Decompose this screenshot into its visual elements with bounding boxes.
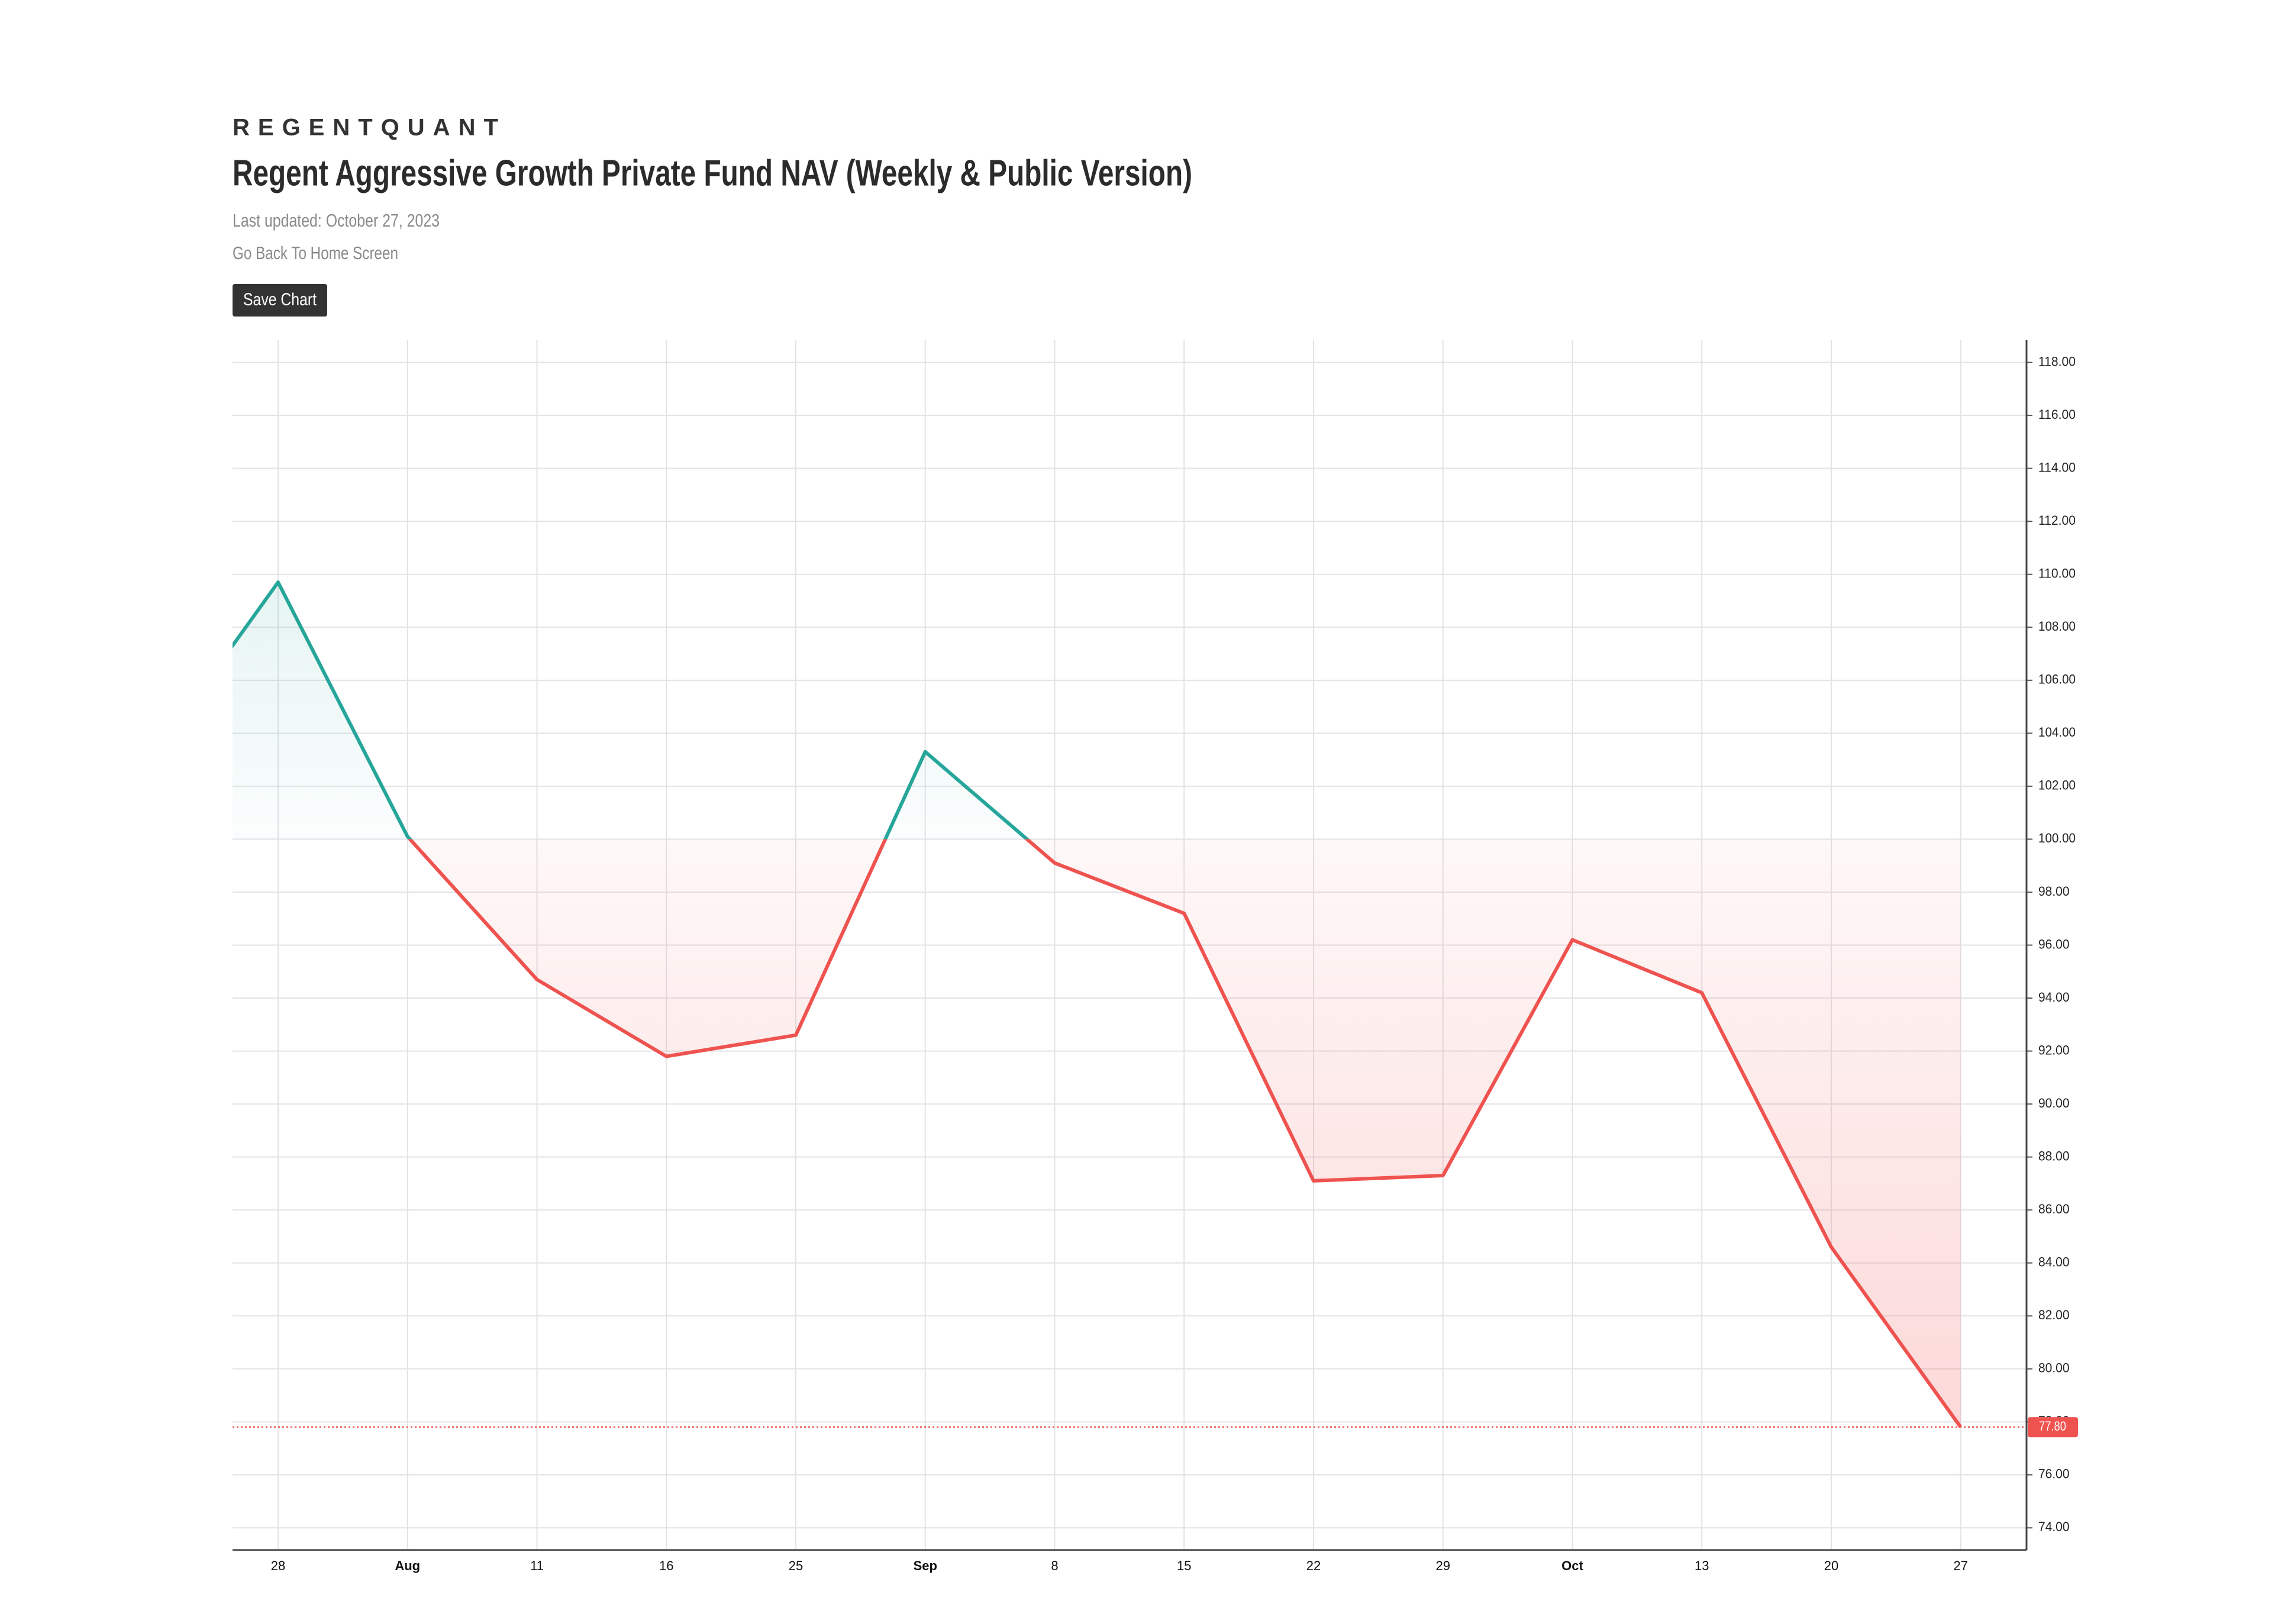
y-tick-label: 90.00 — [2038, 1096, 2070, 1110]
y-tick-label: 102.00 — [2038, 778, 2076, 793]
y-tick-label: 114.00 — [2038, 460, 2076, 474]
y-tick-label: 76.00 — [2038, 1467, 2070, 1481]
x-tick-label: 22 — [1306, 1558, 1321, 1573]
y-tick-label: 104.00 — [2038, 725, 2076, 740]
x-tick-label: 8 — [1051, 1558, 1058, 1573]
x-tick-label: 27 — [1954, 1558, 1968, 1573]
area-down — [233, 839, 1961, 1428]
x-tick-label: 28 — [271, 1558, 285, 1573]
x-tick-label: Oct — [1561, 1558, 1583, 1573]
y-tick-label: 80.00 — [2038, 1361, 2070, 1376]
y-tick-label: 94.00 — [2038, 990, 2070, 1005]
y-tick-label: 74.00 — [2038, 1519, 2070, 1534]
chart: 74.0076.0078.0080.0082.0084.0086.0088.00… — [233, 340, 2078, 1573]
y-tick-label: 98.00 — [2038, 884, 2070, 899]
x-tick-label: Sep — [914, 1558, 937, 1573]
save-button[interactable]: Save Chart — [233, 284, 327, 317]
y-tick-label: 108.00 — [2038, 619, 2076, 634]
x-tick-label: 11 — [530, 1558, 544, 1573]
x-tick-label: 16 — [659, 1558, 673, 1573]
y-tick-label: 110.00 — [2038, 566, 2076, 581]
x-tick-label: 13 — [1695, 1558, 1709, 1573]
y-tick-label: 112.00 — [2038, 513, 2076, 528]
plot-area — [233, 580, 1963, 1429]
x-tick-label: 25 — [789, 1558, 803, 1573]
x-tick-label: 29 — [1436, 1558, 1450, 1573]
y-tick-label: 118.00 — [2038, 354, 2076, 369]
brand: REGENTQUANT — [233, 115, 506, 141]
y-tick-label: 116.00 — [2038, 407, 2076, 422]
button-bg[interactable] — [233, 284, 327, 317]
y-tick-label: 82.00 — [2038, 1307, 2070, 1322]
button-label[interactable]: Save Chart — [243, 290, 317, 309]
y-tick-label: 86.00 — [2038, 1202, 2070, 1216]
last-value-tag — [2028, 1417, 2078, 1438]
y-tick-label: 100.00 — [2038, 831, 2076, 845]
home-link[interactable]: Go Back To Home Screen — [233, 243, 398, 263]
y-tick-label: 88.00 — [2038, 1148, 2070, 1163]
last-value-label: 77.80 — [2039, 1419, 2066, 1433]
y-tick-label: 92.00 — [2038, 1042, 2070, 1057]
area-up — [233, 582, 1027, 840]
y-tick-label: 106.00 — [2038, 672, 2076, 687]
y-tick-label: 96.00 — [2038, 937, 2070, 951]
x-tick-label: Aug — [395, 1558, 420, 1573]
last-updated: Last updated: October 27, 2023 — [233, 210, 440, 231]
x-tick-label: 15 — [1177, 1558, 1191, 1573]
x-tick-label: 20 — [1824, 1558, 1838, 1573]
line-down — [407, 839, 1963, 1429]
y-tick-label: 84.00 — [2038, 1255, 2070, 1270]
page-title: Regent Aggressive Growth Private Fund NA… — [233, 153, 1192, 193]
